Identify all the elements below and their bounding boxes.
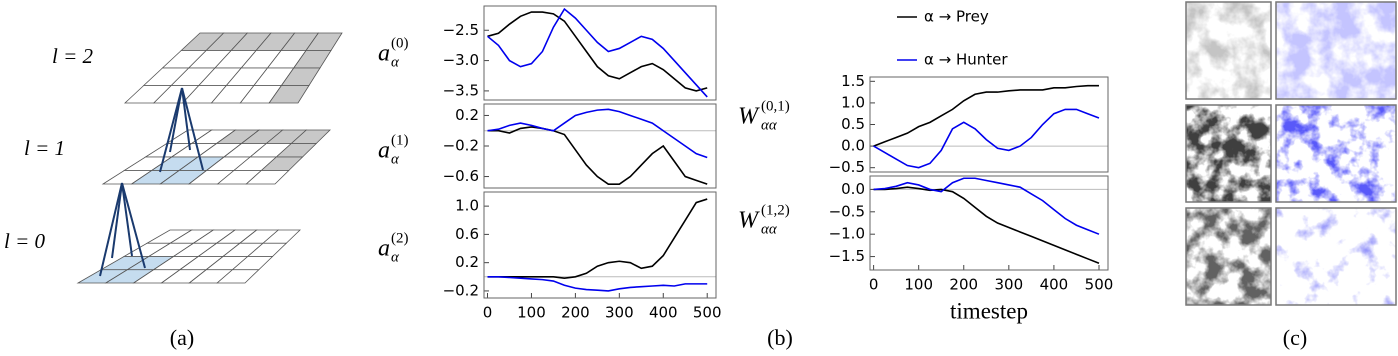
series-line (487, 11, 708, 92)
grid-cell (245, 170, 290, 185)
series-line (873, 177, 1100, 235)
layer-label: l = 2 (52, 44, 94, 68)
layer-label: l = 1 (24, 136, 65, 160)
grid-cell (216, 269, 260, 284)
x-tick-label: 100 (904, 276, 933, 294)
y-tick-label: −3.0 (443, 51, 479, 69)
x-tick-label: 200 (949, 276, 978, 294)
y-tick-label: 0.0 (841, 137, 865, 155)
tile-frame (1275, 1, 1397, 100)
y-axis-label: a (378, 138, 390, 164)
y-tick-label: 1.0 (841, 93, 865, 111)
texture-tile (1186, 208, 1271, 305)
y-tick-label: −0.6 (443, 167, 479, 185)
y-tick-label: −0.2 (443, 137, 479, 155)
connection (181, 87, 204, 171)
y-tick-label: 1.5 (841, 72, 865, 90)
x-tick-label: 300 (605, 304, 634, 322)
y-tick-label: −0.2 (443, 281, 479, 299)
y-tick-label: −0.5 (829, 202, 865, 220)
y-axis-label: W (738, 104, 760, 130)
y-axis-label: W (738, 208, 760, 234)
series-line (487, 108, 708, 159)
tile-frame (1275, 104, 1397, 203)
y-axis-label: a (378, 41, 390, 67)
y-tick-label: −0.5 (829, 158, 865, 176)
connection (99, 182, 123, 277)
legend-label: α → Prey (924, 8, 989, 26)
series-line (487, 276, 708, 292)
connection (159, 87, 183, 173)
legend-label: α → Hunter (924, 51, 1008, 69)
y-axis-label-sup: (2) (391, 230, 409, 246)
y-axis-label: a (378, 236, 390, 262)
series-line (873, 186, 1100, 265)
y-axis-label-sub: αα (761, 117, 778, 133)
y-axis-label-sup: (1,2) (761, 202, 790, 218)
series-line (487, 126, 708, 185)
x-tick-label: 0 (483, 304, 493, 322)
y-axis-label-sub: α (391, 249, 400, 265)
plot-frame (483, 103, 717, 189)
x-tick-label: 200 (561, 304, 590, 322)
y-axis-label-sup: (1) (391, 132, 409, 148)
connection (169, 87, 183, 153)
y-tick-label: 1.0 (455, 197, 479, 215)
tile-frame (1185, 207, 1272, 306)
plot-frame (869, 175, 1109, 271)
plot-frame (483, 5, 717, 101)
y-tick-label: −3.5 (443, 81, 479, 99)
connection (121, 182, 133, 257)
y-tick-label: −1.0 (829, 225, 865, 243)
y-tick-label: 0.0 (841, 180, 865, 198)
y-tick-label: 0.5 (841, 115, 865, 133)
y-axis-label-sub: α (391, 151, 400, 167)
tile-frame (1275, 207, 1397, 306)
x-tick-label: 0 (869, 276, 879, 294)
y-axis-label-sup: (0) (391, 35, 409, 51)
x-tick-label: 500 (1085, 276, 1114, 294)
grid-cell (268, 85, 310, 104)
y-tick-label: −1.5 (829, 247, 865, 265)
texture-tile (1276, 2, 1396, 99)
x-tick-label: 400 (649, 304, 678, 322)
y-tick-label: 0.6 (455, 225, 479, 243)
panel-label: (a) (170, 325, 194, 350)
y-tick-label: 0.2 (455, 106, 479, 124)
tile-frame (1185, 1, 1272, 100)
y-axis-label-sup: (0,1) (761, 98, 790, 114)
y-axis-label-sub: α (391, 54, 400, 70)
texture-tile (1276, 208, 1396, 305)
series-line (487, 7, 708, 98)
panel-label: (c) (1283, 325, 1307, 350)
series-line (873, 108, 1100, 169)
x-tick-label: 500 (693, 304, 722, 322)
plot-frame (483, 191, 717, 299)
connection (181, 87, 191, 151)
series-line (487, 198, 708, 280)
series-line (873, 84, 1099, 147)
panel-label: (b) (767, 325, 793, 350)
texture-tile (1186, 2, 1271, 99)
texture-tile (1186, 105, 1271, 202)
x-axis-label: timestep (950, 298, 1028, 323)
connection (111, 182, 123, 259)
x-tick-label: 100 (517, 304, 546, 322)
layer-label: l = 0 (4, 229, 46, 253)
y-tick-label: −2.5 (443, 21, 479, 39)
y-tick-label: 0.2 (455, 253, 479, 271)
plot-frame (869, 76, 1109, 173)
texture-tile (1276, 105, 1396, 202)
x-tick-label: 400 (1040, 276, 1069, 294)
connection (121, 182, 146, 269)
x-tick-label: 300 (995, 276, 1024, 294)
tile-frame (1185, 104, 1272, 203)
y-axis-label-sub: αα (761, 221, 778, 237)
